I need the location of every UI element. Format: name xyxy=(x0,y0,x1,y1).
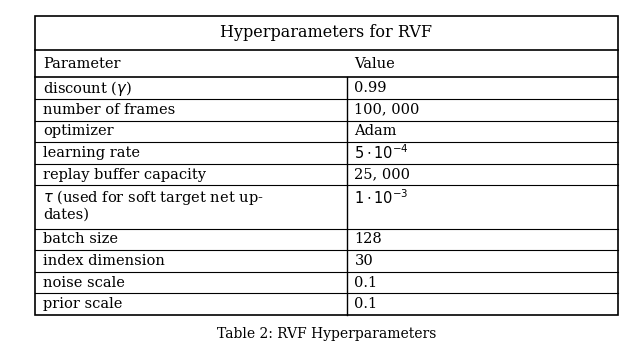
Text: $5 \cdot 10^{-4}$: $5 \cdot 10^{-4}$ xyxy=(355,144,410,162)
Text: dates): dates) xyxy=(43,208,89,222)
Text: 100, 000: 100, 000 xyxy=(355,103,420,117)
Text: Adam: Adam xyxy=(355,124,397,138)
Text: Hyperparameters for RVF: Hyperparameters for RVF xyxy=(220,25,433,41)
Text: 30: 30 xyxy=(355,254,373,268)
Text: $\tau$ (used for soft target net up-: $\tau$ (used for soft target net up- xyxy=(43,188,264,206)
Text: Table 2: RVF Hyperparameters: Table 2: RVF Hyperparameters xyxy=(217,327,436,341)
Text: number of frames: number of frames xyxy=(43,103,175,117)
Text: discount ($\gamma$): discount ($\gamma$) xyxy=(43,79,132,98)
Text: 0.1: 0.1 xyxy=(355,297,378,311)
Text: Value: Value xyxy=(355,57,396,71)
Text: batch size: batch size xyxy=(43,232,118,246)
Text: prior scale: prior scale xyxy=(43,297,122,311)
Text: $1 \cdot 10^{-3}$: $1 \cdot 10^{-3}$ xyxy=(355,189,409,207)
Text: 0.1: 0.1 xyxy=(355,275,378,289)
Text: noise scale: noise scale xyxy=(43,275,125,289)
Text: 128: 128 xyxy=(355,232,382,246)
Text: 25, 000: 25, 000 xyxy=(355,168,410,182)
Text: learning rate: learning rate xyxy=(43,146,140,160)
Text: optimizer: optimizer xyxy=(43,124,113,138)
Text: index dimension: index dimension xyxy=(43,254,164,268)
Text: Parameter: Parameter xyxy=(43,57,120,71)
Text: replay buffer capacity: replay buffer capacity xyxy=(43,168,206,182)
Text: 0.99: 0.99 xyxy=(355,81,387,95)
